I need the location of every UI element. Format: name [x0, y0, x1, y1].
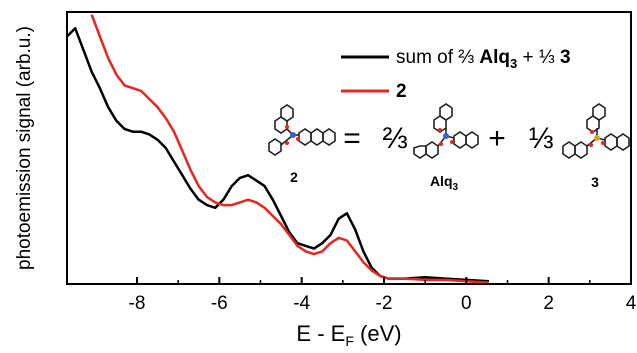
fraction-one-third: ⅓ [528, 122, 553, 155]
x-axis-title-main: E - E [296, 321, 345, 346]
x-tick-label-2: -4 [293, 293, 310, 314]
x-tick-label-4: 0 [461, 293, 472, 314]
legend-sum-middle: + ⅓ [517, 47, 560, 68]
series-line-1 [90, 14, 490, 284]
series-layer [66, 14, 490, 284]
molecule-alq3-structure [413, 103, 479, 159]
plot-frame [66, 11, 632, 285]
legend: sum of ⅔ Alq3 + ⅓ 3 2 [341, 47, 571, 102]
y-axis-title: photoemission signal (arb.u.) [14, 26, 35, 270]
series-line-0 [66, 27, 490, 283]
x-tick-label-3: -2 [376, 293, 393, 314]
equals-sign: = [343, 122, 361, 155]
legend-label-2: 2 [396, 81, 407, 102]
alq3-label-sub: 3 [453, 182, 459, 193]
legend-sum-alq-sub: 3 [510, 56, 517, 71]
molecule-3-structure [562, 103, 630, 159]
x-tick-label-0: -8 [129, 293, 146, 314]
x-axis-title-unit: (eV) [354, 321, 402, 346]
fraction-two-thirds: ⅔ [382, 122, 407, 155]
molecule-3-label: 3 [591, 174, 599, 190]
molecule-2-label: 2 [290, 169, 298, 185]
molecule-2-structure [268, 104, 336, 156]
x-tick-label-6: 4 [626, 293, 637, 314]
alq3-label-main: Alq [430, 173, 453, 189]
plus-sign: + [488, 122, 506, 155]
legend-sum-alq: Alq [479, 47, 510, 68]
legend-sum-three: 3 [560, 47, 571, 68]
molecule-alq3-label: Alq3 [430, 173, 459, 193]
x-axis-title: E - EF (eV) [296, 321, 401, 349]
ticks-layer: -8 -6 -4 -2 0 2 4 [129, 277, 637, 314]
legend-sum-prefix: sum of ⅔ [396, 47, 479, 68]
x-tick-label-1: -6 [211, 293, 228, 314]
x-tick-label-5: 2 [543, 293, 554, 314]
legend-label-sum: sum of ⅔ Alq3 + ⅓ 3 [396, 47, 571, 71]
x-axis-title-sub: F [345, 333, 354, 349]
